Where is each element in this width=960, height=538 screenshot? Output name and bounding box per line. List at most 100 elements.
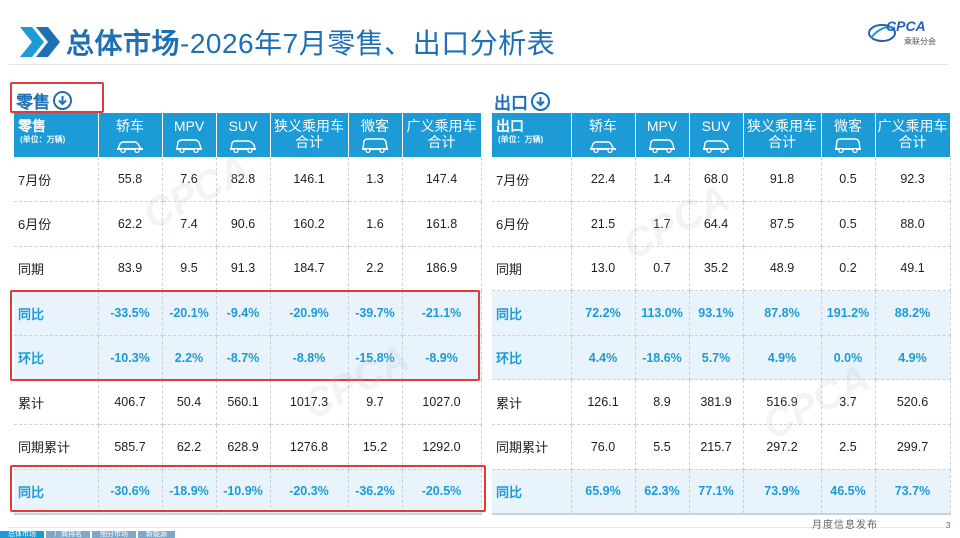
footer-tabs: 总体市场 厂商排名 细分市场 新能源 [0, 531, 175, 538]
table-cell: 160.2 [270, 201, 349, 247]
table-cell: 77.1% [689, 469, 744, 515]
car-icon [572, 136, 635, 153]
car-icon [217, 136, 270, 153]
car-icon [99, 136, 162, 153]
row-label: 6月份 [492, 201, 572, 247]
table-cell: 13.0 [571, 246, 636, 292]
table-row: 同比 65.9% 62.3% 77.1% 73.9% 46.5% 73.7% [492, 469, 951, 515]
column-header: 广义乘用车 合计 [875, 113, 951, 157]
table-cell: 2.5 [821, 424, 876, 470]
table-row: 同比 72.2% 113.0% 93.1% 87.8% 191.2% 88.2% [492, 290, 951, 336]
row-label: 同比 [14, 469, 99, 515]
table-cell: 2.2 [348, 246, 403, 292]
arrow-down-circle-icon [531, 92, 550, 111]
column-header: 微客 [348, 113, 403, 157]
car-icon [636, 136, 689, 153]
row-label: 同比 [492, 469, 572, 515]
column-header: MPV [635, 113, 690, 157]
table-cell: 4.9% [743, 335, 822, 381]
table-cell: 48.9 [743, 246, 822, 292]
table-row: 同期累计 585.7 62.2 628.9 1276.8 15.2 1292.0 [14, 424, 482, 470]
table-cell: 2.2% [162, 335, 217, 381]
column-header: SUV [216, 113, 271, 157]
table-cell: 72.2% [571, 290, 636, 336]
retail-section-label: 零售 [16, 88, 72, 113]
table-cell: 560.1 [216, 379, 271, 426]
table-cell: 161.8 [402, 201, 482, 247]
row-label: 同期 [492, 246, 572, 292]
table-cell: 146.1 [270, 157, 349, 203]
table-cell: 1.6 [348, 201, 403, 247]
table-cell: 215.7 [689, 424, 744, 470]
table-cell: 64.4 [689, 201, 744, 247]
cpca-logo: CPCA 乘联分会 [868, 18, 948, 48]
table-cell: 5.5 [635, 424, 690, 470]
row-label: 同期累计 [14, 424, 99, 470]
table-cell: -8.7% [216, 335, 271, 381]
table-cell: 5.7% [689, 335, 744, 381]
table-cell: 3.7 [821, 379, 876, 426]
column-header: MPV [162, 113, 217, 157]
table-cell: 55.8 [98, 157, 163, 203]
table-cell: 1276.8 [270, 424, 349, 470]
table-cell: 62.2 [98, 201, 163, 247]
retail-cumulative-yoy-highlight-box [10, 465, 486, 512]
table-row: 累计 126.1 8.9 381.9 516.9 3.7 520.6 [492, 379, 951, 426]
column-header: 狭义乘用车 合计 [270, 113, 349, 157]
table-cell: 4.9% [875, 335, 951, 381]
table-cell: 91.3 [216, 246, 271, 292]
table-cell: 1027.0 [402, 379, 482, 426]
table-cell: -15.8% [348, 335, 403, 381]
table-cell: 46.5% [821, 469, 876, 515]
table-cell: 516.9 [743, 379, 822, 426]
table-cell: 9.5 [162, 246, 217, 292]
table-row: 同比 -30.6% -18.9% -10.9% -20.3% -36.2% -20.5% [14, 469, 482, 515]
table-cell: 1017.3 [270, 379, 349, 426]
row-label: 累计 [14, 379, 99, 426]
table-row: 7月份 22.4 1.4 68.0 91.8 0.5 92.3 [492, 157, 951, 203]
title-divider [8, 64, 948, 65]
car-icon [822, 136, 875, 153]
export-section-label: 出口 [494, 89, 550, 114]
table-cell: 82.8 [216, 157, 271, 203]
table-cell: 49.1 [875, 246, 951, 292]
table-cell: -21.1% [402, 290, 482, 336]
table-cell: 7.6 [162, 157, 217, 203]
table-cell: 62.3% [635, 469, 690, 515]
table-cell: 297.2 [743, 424, 822, 470]
row-label: 6月份 [14, 201, 99, 247]
table-cell: 73.9% [743, 469, 822, 515]
table-cell: 0.5 [821, 157, 876, 203]
table-cell: 73.7% [875, 469, 951, 515]
footer-tab-overall[interactable]: 总体市场 [0, 531, 44, 538]
table-cell: 88.0 [875, 201, 951, 247]
table-cell: 406.7 [98, 379, 163, 426]
table-cell: 1.7 [635, 201, 690, 247]
footer-tab-segment[interactable]: 细分市场 [92, 531, 136, 538]
footer-tab-ranking[interactable]: 厂商排名 [46, 531, 90, 538]
table-cell: -30.6% [98, 469, 163, 515]
table-cell: -39.7% [348, 290, 403, 336]
table-cell: 585.7 [98, 424, 163, 470]
column-header: SUV [689, 113, 744, 157]
column-header: 轿车 [98, 113, 163, 157]
table-cell: 92.3 [875, 157, 951, 203]
retail-yoy-mom-highlight-box [10, 290, 480, 381]
table-cell: -18.9% [162, 469, 217, 515]
table-cell: -9.4% [216, 290, 271, 336]
footer-tab-nev[interactable]: 新能源 [138, 531, 175, 538]
table-row: 同比 -33.5% -20.1% -9.4% -20.9% -39.7% -21.1% [14, 290, 482, 336]
table-cell: 8.9 [635, 379, 690, 426]
table-cell: 186.9 [402, 246, 482, 292]
table-cell: 50.4 [162, 379, 217, 426]
table-cell: 0.0% [821, 335, 876, 381]
table-cell: 90.6 [216, 201, 271, 247]
table-cell: 1.4 [635, 157, 690, 203]
table-cell: -8.8% [270, 335, 349, 381]
table-cell: 191.2% [821, 290, 876, 336]
column-header: 微客 [821, 113, 876, 157]
row-label: 环比 [14, 335, 99, 381]
footer-text: 月度信息发布 [812, 520, 878, 531]
row-label: 同比 [492, 290, 572, 336]
table-cell: 68.0 [689, 157, 744, 203]
